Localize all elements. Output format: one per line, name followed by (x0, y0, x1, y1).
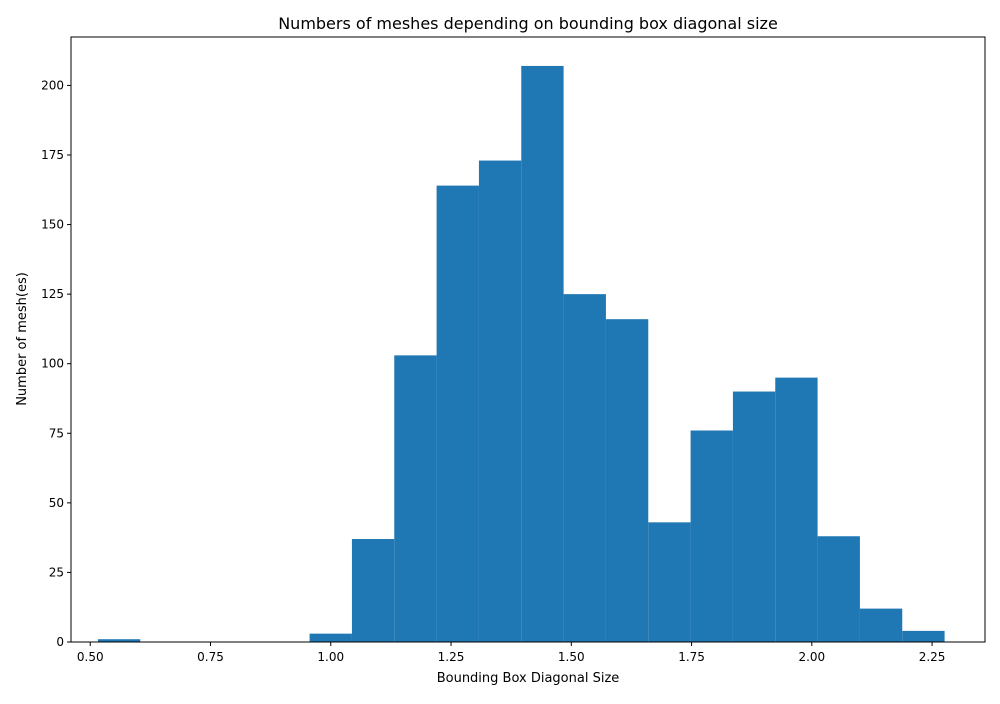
y-tick-label: 125 (41, 287, 64, 301)
histogram-bar (859, 608, 903, 642)
histogram-bar (478, 160, 522, 643)
histogram-bar (351, 539, 395, 642)
histogram-bar (775, 377, 818, 642)
y-tick-label: 50 (49, 496, 64, 510)
y-tick-label: 0 (56, 635, 64, 649)
x-tick-label: 0.50 (77, 650, 104, 664)
plot-frame (70, 36, 986, 643)
histogram-bar (902, 630, 945, 642)
y-axis-label: Number of mesh(es) (15, 272, 30, 406)
y-tick-label: 100 (41, 357, 64, 371)
histogram-bar (732, 391, 776, 642)
histogram-bar (817, 536, 860, 642)
chart-title: Numbers of meshes depending on bounding … (278, 14, 778, 33)
histogram-bar (563, 294, 606, 642)
x-tick-label: 0.75 (197, 650, 224, 664)
histogram-bar (521, 65, 564, 643)
histogram-bar (436, 185, 479, 642)
y-tick-label: 150 (41, 218, 64, 232)
histogram-bar (394, 355, 437, 642)
x-tick-label: 1.00 (317, 650, 344, 664)
y-tick-label: 200 (41, 78, 64, 92)
y-axis-ticks: 0 25 50 75 100 125 150 175 200 (41, 78, 71, 649)
y-tick-label: 175 (41, 148, 64, 162)
x-tick-label: 1.50 (558, 650, 585, 664)
histogram-bars (97, 65, 945, 643)
histogram-bar (309, 633, 352, 642)
histogram-bar (605, 319, 649, 642)
histogram-bar (648, 522, 691, 642)
x-tick-label: 1.25 (438, 650, 465, 664)
y-tick-label: 75 (49, 426, 64, 440)
x-tick-label: 2.25 (919, 650, 946, 664)
histogram-bar (690, 430, 733, 642)
y-tick-label: 25 (49, 565, 64, 579)
x-axis-label: Bounding Box Diagonal Size (437, 671, 620, 686)
x-axis-ticks: 0.50 0.75 1.00 1.25 1.50 1.75 2.00 2.25 (77, 642, 946, 664)
x-tick-label: 2.00 (798, 650, 825, 664)
x-tick-label: 1.75 (678, 650, 705, 664)
histogram-bar (97, 639, 141, 642)
